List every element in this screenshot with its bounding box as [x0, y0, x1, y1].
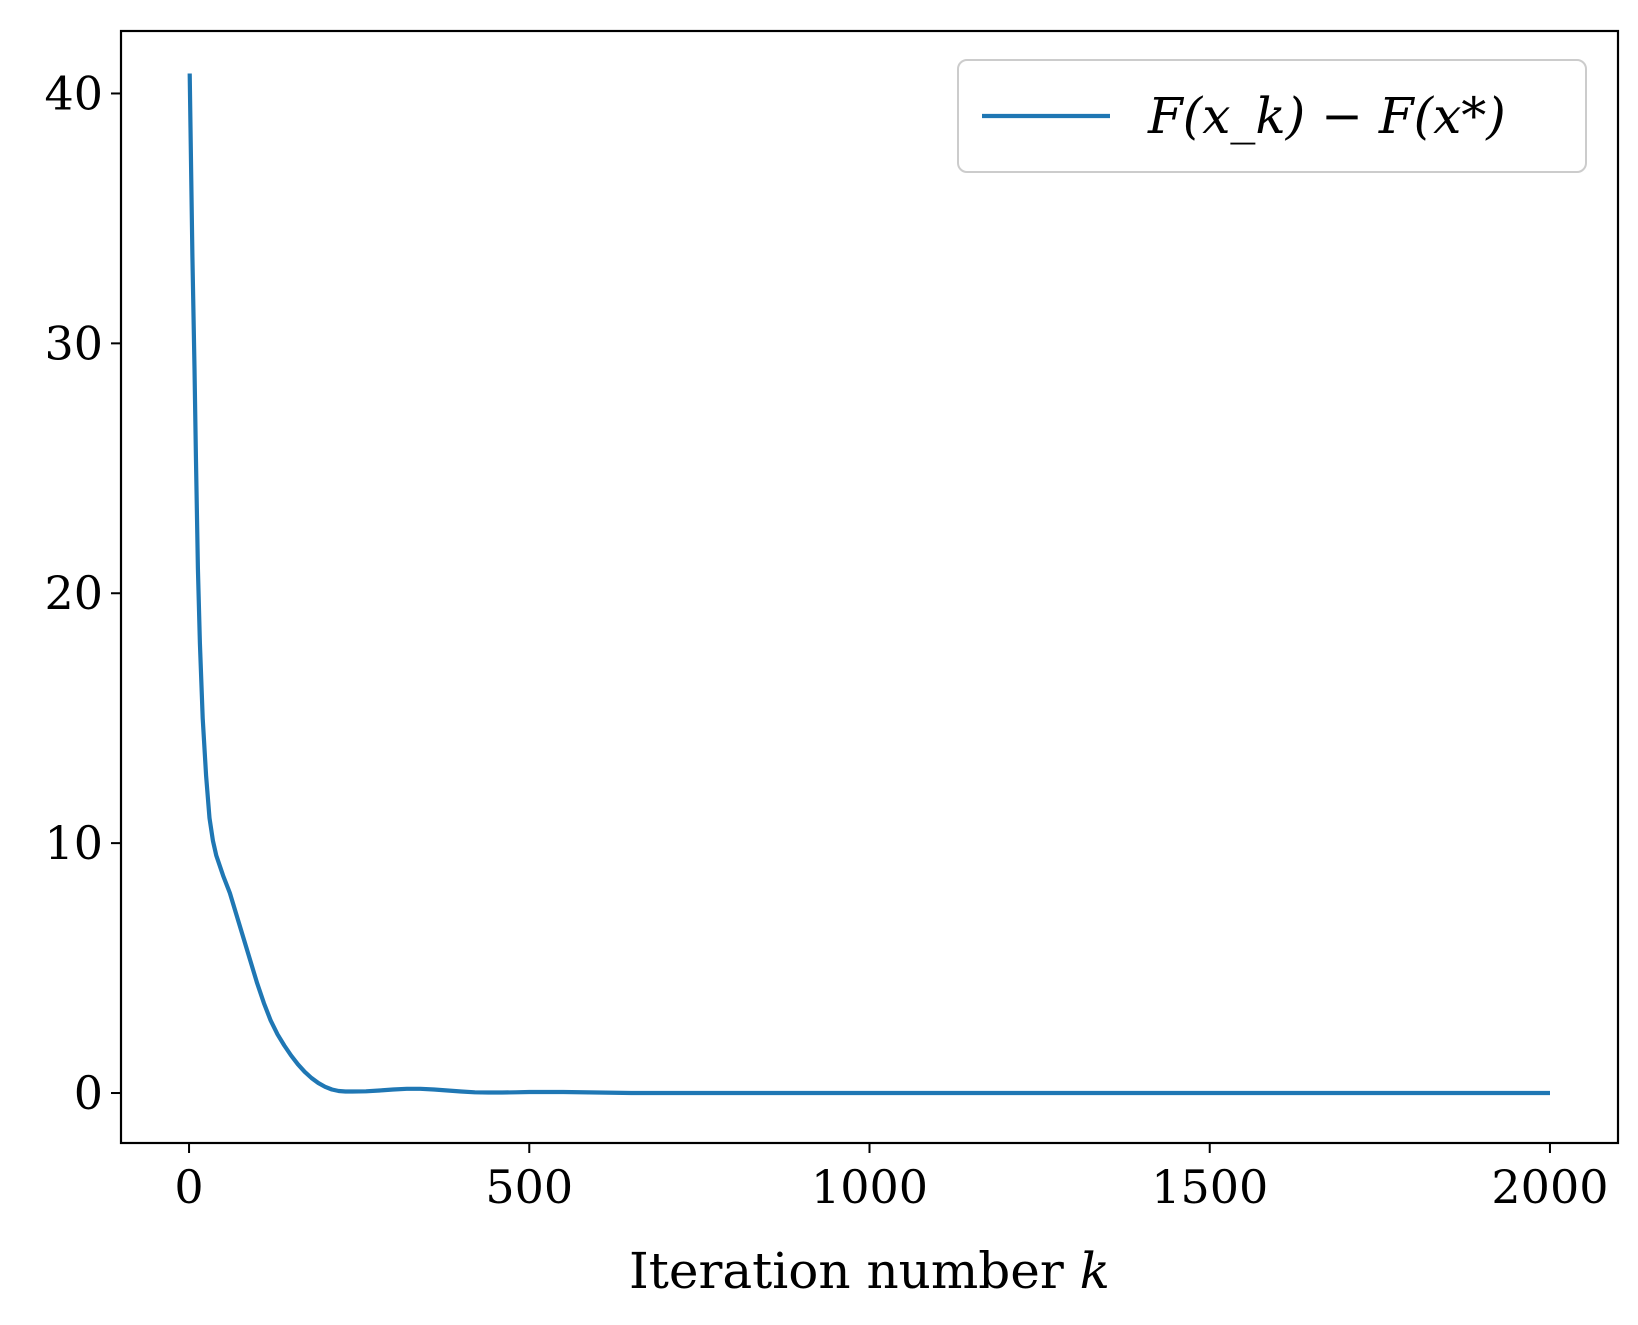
y-tick-label: 0 — [74, 1066, 103, 1120]
x-tick-label: 0 — [174, 1160, 203, 1214]
y-tick-label: 30 — [44, 316, 103, 370]
y-tick-label: 40 — [44, 66, 103, 120]
legend: F(x_k) − F(x*) — [957, 59, 1587, 173]
x-tick-label: 500 — [485, 1160, 573, 1214]
plot-frame — [119, 29, 1620, 1145]
legend-box — [957, 59, 1587, 173]
ticks-layer: 0 500 1000 1500 2000 0 10 20 30 40 — [44, 66, 1608, 1214]
y-tick-label: 10 — [44, 816, 103, 870]
series-line — [187, 73, 1550, 1096]
x-axis-label: Iteration number k — [629, 1242, 1110, 1300]
x-tick-label: 1000 — [811, 1160, 928, 1214]
legend-label: F(x_k) − F(x*) — [1147, 87, 1506, 145]
y-tick-label: 20 — [44, 566, 103, 620]
x-tick-label: 2000 — [1491, 1160, 1608, 1214]
series-layer — [187, 73, 1550, 1096]
x-tick-label: 1500 — [1151, 1160, 1268, 1214]
